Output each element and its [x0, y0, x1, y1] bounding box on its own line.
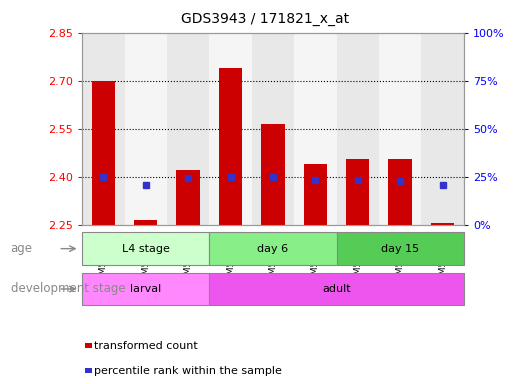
Text: day 6: day 6: [258, 243, 288, 254]
Bar: [82, 273, 209, 305]
Bar: [294, 33, 337, 225]
Text: adult: adult: [322, 284, 351, 294]
Bar: [421, 33, 464, 225]
Bar: [379, 33, 421, 225]
Text: L4 stage: L4 stage: [122, 243, 170, 254]
Bar: [209, 33, 252, 225]
Bar: [134, 220, 157, 225]
Bar: [167, 33, 209, 225]
Bar: [431, 223, 454, 225]
Bar: [125, 33, 167, 225]
Bar: [176, 170, 200, 225]
Text: larval: larval: [130, 284, 161, 294]
Bar: [337, 232, 464, 265]
Bar: [92, 81, 115, 225]
Bar: [82, 232, 209, 265]
Text: age: age: [11, 242, 33, 255]
Text: day 15: day 15: [381, 243, 419, 254]
Text: transformed count: transformed count: [94, 341, 197, 351]
Bar: [261, 124, 285, 225]
Bar: [209, 273, 464, 305]
Text: development stage: development stage: [11, 283, 125, 295]
Bar: [82, 33, 125, 225]
Bar: [304, 164, 327, 225]
Bar: [219, 68, 242, 225]
Bar: [252, 33, 294, 225]
Bar: [388, 159, 412, 225]
Text: GDS3943 / 171821_x_at: GDS3943 / 171821_x_at: [181, 12, 349, 25]
Bar: [337, 33, 379, 225]
Text: percentile rank within the sample: percentile rank within the sample: [94, 366, 281, 376]
Bar: [346, 159, 369, 225]
Bar: [209, 232, 337, 265]
